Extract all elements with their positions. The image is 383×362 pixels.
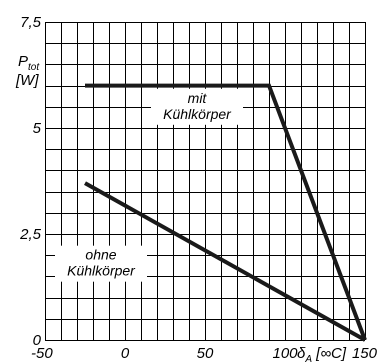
y-tick-label: 7,5 [20, 14, 42, 31]
tick-labels: 02,557,5-50 0 50 100 150 [19, 14, 378, 362]
series-line-mit-kuehlkoerper [85, 83, 367, 341]
series-label-line: ohne [85, 247, 116, 263]
series-label-line: Kühlkörper [67, 263, 136, 279]
series-label-line: mit [188, 90, 208, 106]
y-tick-label: 5 [33, 120, 42, 137]
series-label-background [55, 245, 147, 282]
grid [45, 22, 366, 341]
series-label-background [151, 88, 243, 125]
x-tick-label: 150 [352, 345, 378, 362]
series-line-ohne-kuehlkoerper [84, 181, 366, 342]
y-tick-label: 2,5 [19, 226, 42, 243]
x-axis-label: δA [∞C] [297, 345, 347, 362]
y-axis-unit: [W] [15, 72, 39, 89]
series-label-line: Kühlkörper [163, 106, 232, 122]
y-axis-label: Ptot [18, 53, 40, 73]
axis-labels: Ptot[W] δA [∞C] [15, 53, 347, 362]
x-tick-label: 100 [272, 345, 298, 362]
x-tick-label: 0 [121, 345, 130, 362]
series-group [84, 83, 367, 342]
x-tick-label: 50 [197, 345, 214, 362]
y-tick-label: 0 [33, 332, 42, 349]
x-tick-label: -50 [31, 345, 53, 362]
